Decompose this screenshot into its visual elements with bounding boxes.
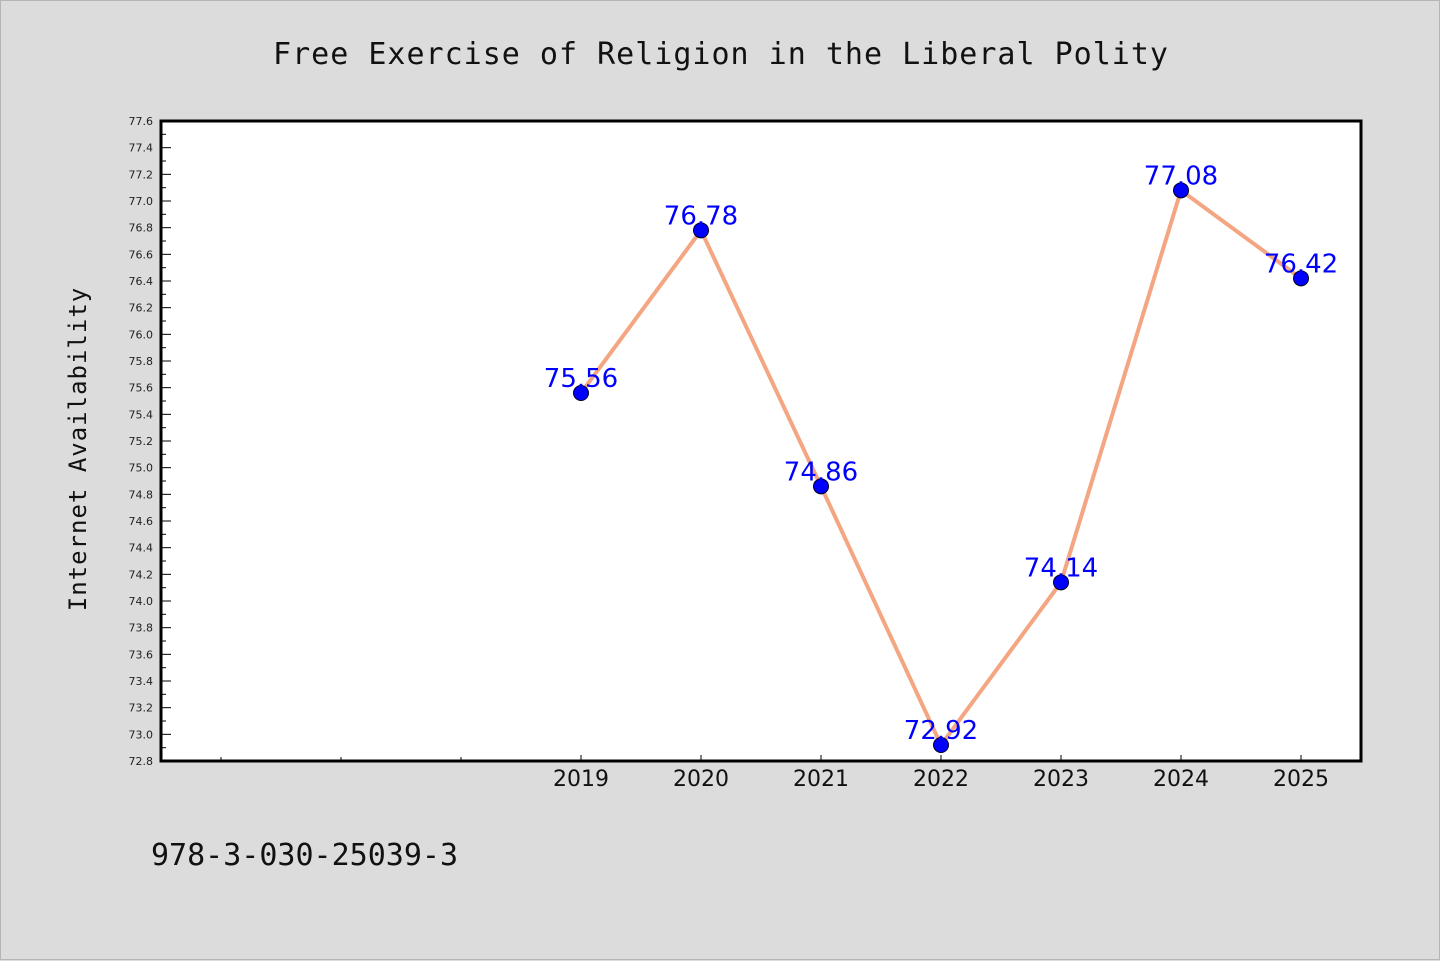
y-tick-label: 77.4 <box>129 142 154 155</box>
series-lines <box>579 188 1303 747</box>
y-tick-label: 76.2 <box>129 302 154 315</box>
data-label: 77.08 <box>1144 161 1218 191</box>
x-tick-label: 2022 <box>913 767 969 792</box>
x-tick-label: 2024 <box>1153 767 1209 792</box>
y-tick-label: 76.8 <box>129 222 154 235</box>
data-label: 72.92 <box>904 716 978 746</box>
y-axis-ticks: 72.8 73.0 73.2 73.4 73.6 73.8 74.0 74.2 74.4 74.6… <box>129 115 171 768</box>
data-label: 75.56 <box>544 364 618 394</box>
y-tick-label: 76.0 <box>129 328 154 341</box>
y-tick-label: 76.6 <box>129 248 154 261</box>
plot-frame <box>159 119 1363 763</box>
y-tick-label: 72.8 <box>129 755 154 768</box>
x-tick-label: 2020 <box>673 767 729 792</box>
y-tick-label: 77.6 <box>129 115 154 128</box>
chart-title: Free Exercise of Religion in the Liberal… <box>273 37 1169 72</box>
y-tick-label: 74.6 <box>129 515 154 528</box>
data-label: 76.78 <box>664 201 738 231</box>
x-tick-label: 2023 <box>1033 767 1089 792</box>
y-tick-label: 75.8 <box>129 355 154 368</box>
series-line-segment <box>1059 188 1183 585</box>
data-labels: 75.56 76.78 74.86 72.92 74.14 77.08 76.42 <box>544 161 1338 746</box>
series-markers <box>573 182 1309 753</box>
y-tick-label: 73.0 <box>129 728 154 741</box>
data-point <box>813 478 829 495</box>
x-tick-label: 2021 <box>793 767 849 792</box>
data-point <box>1173 182 1189 199</box>
series-line-segment <box>1179 188 1303 281</box>
y-tick-label: 73.4 <box>129 675 154 688</box>
y-tick-label: 74.8 <box>129 488 154 501</box>
plot-area <box>161 121 1361 761</box>
y-tick-label: 77.2 <box>129 168 154 181</box>
y-tick-label: 75.4 <box>129 408 154 421</box>
series-line-segment <box>579 228 703 395</box>
x-tick-label: 2025 <box>1273 767 1329 792</box>
x-axis-ticks: 2019 2020 2021 2022 2023 2024 2025 <box>553 755 1329 792</box>
series-line-segment <box>819 484 943 747</box>
data-point <box>1293 270 1309 287</box>
y-tick-label: 75.6 <box>129 382 154 395</box>
y-tick-label: 73.2 <box>129 702 154 715</box>
data-label: 74.14 <box>1024 553 1098 583</box>
y-tick-label: 77.0 <box>129 195 154 208</box>
y-tick-label: 73.6 <box>129 648 154 661</box>
data-point <box>1053 574 1069 591</box>
y-tick-label: 74.2 <box>129 568 154 581</box>
data-point <box>573 385 589 401</box>
y-tick-label: 75.2 <box>129 435 154 448</box>
y-tick-label: 74.4 <box>129 542 154 555</box>
series-line-segment <box>939 580 1063 747</box>
data-label: 76.42 <box>1264 249 1338 279</box>
footer-isbn: 978-3-030-25039-3 <box>151 838 458 873</box>
y-tick-label: 74.0 <box>129 595 154 608</box>
series-line-segment <box>699 228 823 489</box>
x-tick-label: 2019 <box>553 767 609 792</box>
y-axis-label: Internet Availability <box>64 287 92 611</box>
data-point <box>933 737 949 753</box>
y-tick-label: 75.0 <box>129 462 154 475</box>
data-point <box>693 222 709 239</box>
y-tick-label: 76.4 <box>129 275 154 288</box>
y-tick-label: 73.8 <box>129 622 154 635</box>
data-label: 74.86 <box>784 457 858 487</box>
